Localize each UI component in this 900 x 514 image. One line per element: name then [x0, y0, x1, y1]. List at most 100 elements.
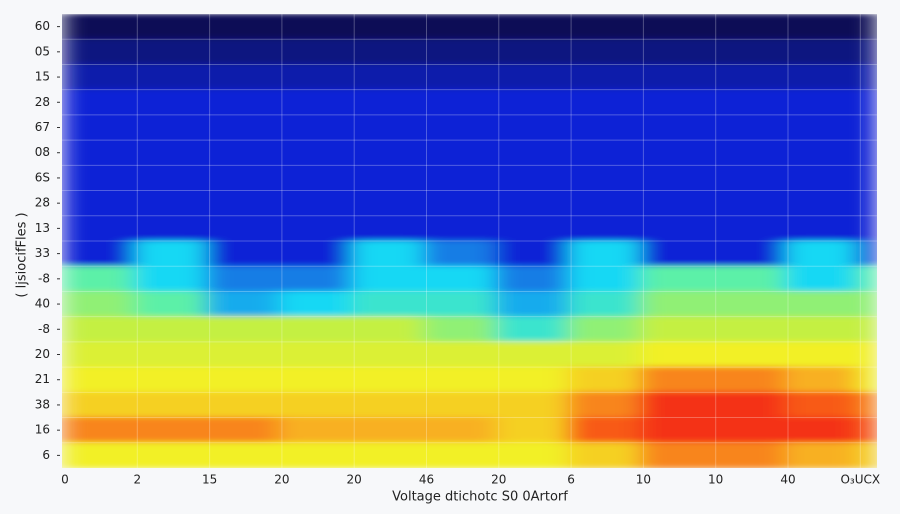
heat-cell	[350, 442, 424, 468]
heat-cell	[206, 341, 280, 368]
heat-cell	[567, 14, 641, 40]
heat-cell	[278, 290, 352, 318]
heat-cell	[423, 366, 497, 393]
heat-cell	[133, 139, 208, 166]
heat-cell	[639, 14, 714, 40]
y-tick-label: 6S	[35, 170, 50, 184]
heat-cell	[856, 164, 877, 192]
heat-cell	[278, 366, 352, 393]
heat-cell	[62, 190, 135, 217]
heat-cell	[856, 316, 877, 343]
heat-cell	[62, 164, 135, 192]
heat-cell	[278, 265, 352, 292]
heat-cell	[423, 290, 497, 318]
heat-cell	[62, 290, 135, 318]
heat-cell	[639, 38, 714, 65]
heat-cell	[639, 366, 714, 393]
heat-cell	[278, 139, 352, 166]
heat-cell	[567, 341, 641, 368]
heat-cell	[712, 265, 786, 292]
heat-cell	[133, 341, 208, 368]
heat-cell	[133, 215, 208, 242]
y-tick-label: -8	[38, 271, 50, 285]
heat-cell	[278, 164, 352, 192]
heat-cell	[712, 63, 786, 91]
heat-cell	[495, 341, 569, 368]
heat-cell	[423, 89, 497, 116]
heat-cell	[495, 366, 569, 393]
heat-cell	[350, 38, 424, 65]
y-tick-label: 28	[35, 95, 50, 109]
heat-cell	[423, 63, 497, 91]
heat-cell	[712, 215, 786, 242]
heat-cell	[350, 139, 424, 166]
heat-cell	[712, 114, 786, 141]
heat-cell	[133, 190, 208, 217]
heat-cell	[278, 316, 352, 343]
heat-cell	[495, 290, 569, 318]
heat-cell	[206, 14, 280, 40]
heat-cell	[62, 316, 135, 343]
heat-cell	[278, 190, 352, 217]
heat-cell	[350, 240, 424, 267]
x-tick-label: 40	[780, 473, 795, 487]
heat-cell	[423, 417, 497, 444]
heat-cell	[133, 442, 208, 468]
heat-cell	[712, 391, 786, 419]
heat-cell	[495, 114, 569, 141]
heat-cell	[423, 14, 497, 40]
heat-cell	[784, 366, 858, 393]
heat-cell	[423, 139, 497, 166]
heat-cell	[206, 190, 280, 217]
heat-cell	[856, 190, 877, 217]
heat-cell	[856, 63, 877, 91]
heat-cell	[784, 265, 858, 292]
y-tick-label: 13	[35, 221, 50, 235]
x-tick-label: O₃UCX	[840, 473, 880, 487]
heat-cell	[567, 89, 641, 116]
heat-cell	[278, 240, 352, 267]
heat-cell	[278, 38, 352, 65]
heat-cell	[62, 265, 135, 292]
heat-cell	[495, 316, 569, 343]
heat-cell	[712, 290, 786, 318]
heat-cell	[62, 417, 135, 444]
heat-cell	[206, 316, 280, 343]
heat-cell	[856, 442, 877, 468]
heat-cell	[62, 391, 135, 419]
heat-cell	[639, 164, 714, 192]
heat-cell	[856, 366, 877, 393]
heat-cell	[784, 240, 858, 267]
heat-cell	[423, 164, 497, 192]
y-tick-label: 40	[35, 297, 50, 311]
heat-cell	[784, 14, 858, 40]
heat-cell	[639, 442, 714, 468]
heat-cell	[784, 38, 858, 65]
x-tick-label: 10	[636, 473, 651, 487]
x-tick-label: 20	[491, 473, 506, 487]
heat-cell	[423, 215, 497, 242]
heat-cell	[133, 316, 208, 343]
heat-cell	[423, 341, 497, 368]
heat-cell	[856, 240, 877, 267]
x-tick-label: 2	[133, 473, 141, 487]
heat-cell	[784, 290, 858, 318]
heat-cell	[567, 190, 641, 217]
heat-cell	[856, 290, 877, 318]
heat-cell	[784, 391, 858, 419]
heat-cell	[856, 417, 877, 444]
heat-cell	[350, 366, 424, 393]
heat-cell	[856, 215, 877, 242]
heat-cell	[133, 63, 208, 91]
x-tick-label: 15	[202, 473, 217, 487]
heat-cell	[350, 114, 424, 141]
x-tick-label: 10	[708, 473, 723, 487]
heat-cell	[133, 38, 208, 65]
heat-cell	[423, 38, 497, 65]
heat-cell	[133, 240, 208, 267]
heat-cell	[567, 316, 641, 343]
heat-cell	[133, 89, 208, 116]
heat-cell	[206, 139, 280, 166]
heat-cell	[495, 190, 569, 217]
